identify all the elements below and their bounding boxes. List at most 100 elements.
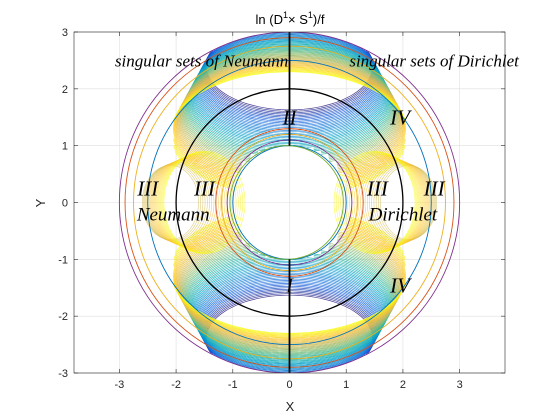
surface-lens-curve <box>347 155 422 250</box>
surface-curve <box>188 45 391 150</box>
surface-curve <box>183 245 396 353</box>
surface-curve <box>180 56 399 165</box>
surface-lens-curve <box>152 158 221 247</box>
surface-lens-curve <box>163 151 246 254</box>
surface-curve <box>181 55 398 164</box>
surface-curve <box>190 257 389 362</box>
surface-lens-curve <box>355 157 426 248</box>
annotation-label: III <box>423 177 446 201</box>
annotation-label: Neumann <box>136 205 210 226</box>
surface-curve <box>180 238 399 348</box>
surface-curve <box>188 253 391 359</box>
y-tick-label: -1 <box>58 254 68 266</box>
annotations: singular sets of Neumann singular sets of… <box>115 51 520 297</box>
x-tick-label: -3 <box>114 379 124 391</box>
surface-lens-curve <box>156 155 230 250</box>
annotation-label: III <box>366 177 389 201</box>
surface-curve <box>182 242 397 351</box>
annotation-label: III <box>193 177 216 201</box>
surface-curve <box>184 51 395 158</box>
x-tick-label: -1 <box>228 379 238 391</box>
surface-curve <box>177 61 402 174</box>
surface-lens-curve <box>160 153 239 252</box>
surface-curve <box>188 46 391 152</box>
y-tick-label: 3 <box>62 27 68 39</box>
annotation-label: II <box>282 106 298 130</box>
surface-lens-curve <box>162 151 244 254</box>
surface-curve <box>190 43 389 148</box>
surface-curve <box>180 57 399 167</box>
x-tick-label: 3 <box>457 379 463 391</box>
title-base: ln (D <box>256 12 283 27</box>
surface-lens-curve <box>153 157 224 248</box>
surface-lens-curve <box>344 154 421 251</box>
title-sup1: 1 <box>283 10 288 20</box>
surface-curve <box>176 62 403 174</box>
surface-curve <box>188 255 391 360</box>
surface-lens-curve <box>161 152 241 253</box>
title-times: × S <box>288 12 308 27</box>
surface-lens-curve <box>333 151 416 254</box>
surface-curve <box>185 250 394 356</box>
surface-lens-curve <box>338 152 418 253</box>
x-tick-label: 1 <box>343 379 349 391</box>
chart-title: ln (D1× S1)/f <box>256 10 325 27</box>
surface-curve <box>185 248 394 355</box>
surface-curve <box>177 231 402 344</box>
surface-curve <box>178 59 401 171</box>
surface-curve <box>190 42 389 147</box>
surface-curve <box>176 63 403 175</box>
x-tick-label: 0 <box>286 379 292 391</box>
x-tick-label: 2 <box>400 379 406 391</box>
annotation-label: I <box>285 273 294 297</box>
y-tick-label: -3 <box>58 368 68 380</box>
surface-lens-curve <box>364 160 430 245</box>
surface-curve <box>176 230 403 342</box>
surface-lens-curve <box>342 153 420 252</box>
surface-curve <box>180 240 399 349</box>
y-tick-label: 0 <box>62 198 68 210</box>
surface-curve <box>176 231 403 343</box>
surface-lens-curve <box>149 160 215 245</box>
surface-lens-curve <box>335 151 417 254</box>
annotation-label: IV <box>389 273 412 297</box>
surface-curve <box>190 258 389 363</box>
surface-curve <box>184 247 395 354</box>
surface-lens-curve <box>358 158 427 247</box>
y-axis-label: Y <box>33 198 48 207</box>
surface-curve <box>178 234 401 346</box>
surface-curve <box>181 241 398 350</box>
surface-lens-curve <box>157 155 232 250</box>
surface-curve <box>183 244 396 352</box>
y-tick-label: -2 <box>58 311 68 323</box>
surface-curve <box>183 52 396 160</box>
surface-curve <box>185 49 394 155</box>
surface-lens-curve <box>349 155 423 250</box>
y-tick-label: 2 <box>62 84 68 96</box>
annotation-label: Dirichlet <box>368 205 438 226</box>
x-axis-label: X <box>286 399 295 414</box>
surface-lens-curve <box>158 154 235 251</box>
surface-lens-curve <box>154 157 226 248</box>
surface-lens-curve <box>159 153 237 252</box>
annotation-label: singular sets of Dirichlet <box>349 51 520 70</box>
surface-curve <box>185 50 394 157</box>
annotation-label: singular sets of Neumann <box>115 51 288 70</box>
title-tail: )/f <box>313 12 325 27</box>
surface-lens-curve <box>340 153 419 252</box>
surface-curve <box>183 53 396 161</box>
circle-series-line <box>118 32 461 373</box>
annotation-label: IV <box>389 106 412 130</box>
y-tick-label: 1 <box>62 141 68 153</box>
surface-curve <box>179 235 400 347</box>
x-tick-label: -2 <box>171 379 181 391</box>
x-axis: -3 -2 -1 0 1 2 3 <box>114 32 463 391</box>
title-sup2: 1 <box>308 10 313 20</box>
y-axis: -3 -2 -1 0 1 2 3 <box>58 27 505 380</box>
annotation-label: III <box>136 177 159 201</box>
circle-series-line <box>229 145 344 260</box>
surface-curve <box>182 54 397 163</box>
surface-lens-curve <box>353 157 425 248</box>
surface-curve <box>179 58 400 170</box>
